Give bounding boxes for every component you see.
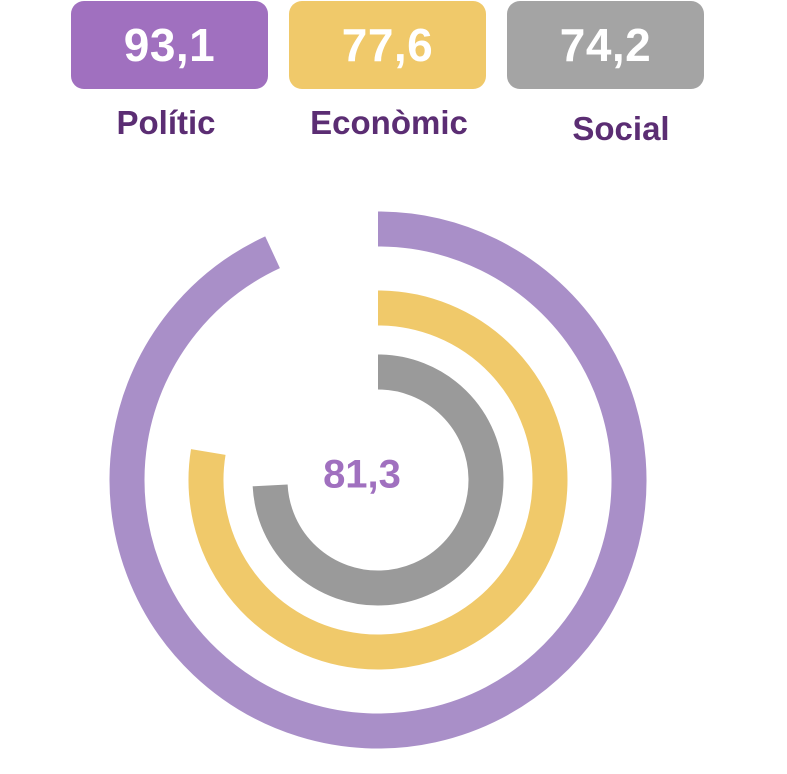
- social-score-value: 74,2: [559, 19, 652, 71]
- overall-score-value: 81,3: [323, 453, 401, 497]
- economic-arc: [188, 290, 568, 670]
- social-score-tile: 74,2: [507, 1, 704, 89]
- social-arc: [252, 354, 504, 606]
- economic-score-value: 77,6: [341, 19, 434, 71]
- economic-score-tile: 77,6: [289, 1, 486, 89]
- economic-label: Econòmic: [310, 104, 468, 141]
- politic-label: Polític: [116, 104, 216, 141]
- politic-score-tile: 93,1: [71, 1, 268, 89]
- social-label: Social: [572, 110, 670, 147]
- politic-score-value: 93,1: [123, 19, 216, 71]
- radial-rings: [109, 211, 647, 749]
- politic-arc: [109, 211, 647, 749]
